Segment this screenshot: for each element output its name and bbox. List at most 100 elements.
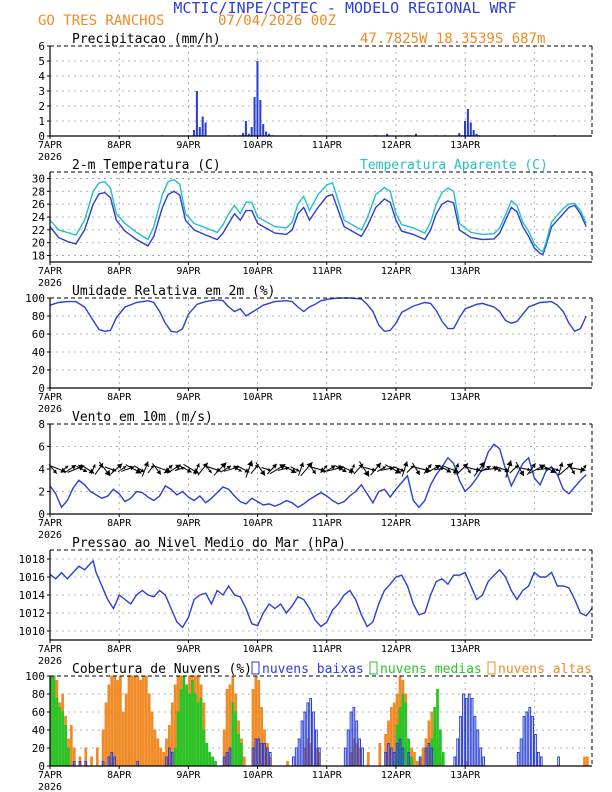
pressure-ytick-label: 1012	[19, 607, 46, 620]
cloud-bar-nuvens-altas	[583, 756, 586, 767]
precip-bar	[204, 122, 207, 136]
cloud-bar-nuvens-baixas	[473, 716, 477, 767]
wind-arrow-head	[299, 462, 305, 468]
wind-arrow-head	[467, 469, 471, 474]
temp-xtick-label: 7APR	[38, 266, 63, 277]
cloud-bar-nuvens-baixas	[537, 752, 540, 767]
precip-xtick-label: 13APR	[450, 140, 481, 151]
precip-ytick-label: 5	[38, 55, 45, 68]
precip-bar	[253, 97, 256, 136]
pressure-title: Pressao ao Nivel Medio do Mar (hPa)	[72, 536, 346, 551]
rh-year-label: 2026	[38, 404, 62, 415]
cloud-bar-nuvens-medias	[188, 693, 191, 767]
wind-xtick-label: 11APR	[312, 518, 343, 529]
temp-year-label: 2026	[38, 278, 62, 289]
precip-xtick-label: 12APR	[381, 140, 412, 151]
cloud-bar-nuvens-altas	[136, 675, 140, 767]
temp-xtick-label: 11APR	[312, 266, 343, 277]
wind-arrow-head	[486, 465, 491, 470]
cloud-bar-nuvens-altas	[130, 675, 134, 767]
cloud-bar-nuvens-baixas	[482, 756, 485, 767]
wind-arrow-head	[290, 468, 297, 473]
rh-xtick-label: 13APR	[450, 392, 481, 403]
cloud-bar-nuvens-medias	[179, 689, 183, 767]
cloud-bar-nuvens-baixas	[557, 756, 560, 767]
cloud-bar-nuvens-medias	[58, 707, 62, 767]
wind-arrow-head	[348, 467, 355, 473]
wind-arrow-head	[220, 462, 227, 469]
temp-xtick-label: 13APR	[450, 266, 481, 277]
clouds-xtick-label: 7APR	[38, 770, 63, 781]
clouds-xtick-label: 12APR	[381, 770, 412, 781]
pressure-ytick-label: 1018	[19, 553, 46, 566]
precip-year-label: 2026	[38, 152, 62, 163]
pressure-xtick-label: 9APR	[176, 644, 201, 655]
clouds-ytick-label: 0	[38, 760, 45, 773]
pressure-panel: 1010 1012 1014 1016 1018 7APR 8APR 9APR 10APR 11A…	[19, 536, 593, 667]
precip-xtick-label: 10APR	[243, 140, 274, 151]
cloud-bar-nuvens-baixas	[539, 756, 543, 767]
cloud-bar-nuvens-altas	[413, 752, 416, 767]
cloud-bar-nuvens-baixas	[456, 738, 460, 767]
cloud-bar-nuvens-medias	[191, 680, 194, 767]
cloud-bar-nuvens-baixas	[361, 747, 364, 767]
clouds-xtick-label: 11APR	[312, 770, 343, 781]
wind-arrow-head	[558, 462, 564, 468]
temp-xtick-label: 10APR	[243, 266, 274, 277]
precip-bar	[250, 127, 253, 136]
cloud-bar-nuvens-medias	[182, 675, 186, 767]
wind-xtick-label: 8APR	[107, 518, 132, 529]
cloud-bar-nuvens-baixas	[343, 747, 347, 767]
cloud-bar-nuvens-altas	[127, 675, 131, 767]
clouds-ytick-label: 100	[25, 670, 45, 683]
cloud-bar-nuvens-medias	[61, 711, 65, 767]
wind-ytick-label: 2	[38, 486, 45, 499]
cloud-bar-nuvens-altas	[107, 684, 111, 767]
wind-arrow-head	[52, 469, 57, 474]
precip-title: Precipitacao (mm/h)	[72, 32, 221, 47]
rh-xtick-label: 7APR	[38, 392, 63, 403]
cloud-bar-nuvens-altas	[101, 729, 105, 767]
precip-bar	[386, 133, 389, 136]
cloud-bar-nuvens-baixas	[528, 707, 532, 767]
temp-ytick-label: 22	[32, 224, 45, 237]
clouds-xtick-label: 13APR	[450, 770, 481, 781]
cloud-bar-nuvens-altas	[150, 711, 154, 767]
wind-arrow-head	[122, 466, 127, 470]
wind-title: Vento em 10m (m/s)	[72, 410, 213, 425]
cloud-bar-nuvens-medias	[64, 725, 67, 767]
cloud-bar-nuvens-baixas	[525, 711, 529, 767]
cloud-bar-nuvens-medias	[237, 734, 240, 767]
wind-arrow-head	[479, 461, 485, 469]
wind-arrow-head	[497, 468, 502, 472]
cloud-bar-nuvens-medias	[240, 743, 243, 767]
cloud-bar-nuvens-altas	[113, 675, 116, 767]
precip-xtick-label: 8APR	[107, 140, 132, 151]
clouds-ytick-label: 60	[32, 706, 45, 719]
temp-title: 2-m Temperatura (C)	[72, 158, 221, 173]
rh-title: Umidade Relativa em 2m (%)	[72, 284, 276, 299]
precip-bar	[469, 122, 472, 136]
wind-xtick-label: 10APR	[243, 518, 274, 529]
cloud-bar-nuvens-altas	[142, 675, 145, 767]
cloud-bar-nuvens-altas	[139, 680, 142, 767]
temp-ytick-label: 24	[32, 211, 46, 224]
precip-bar	[466, 109, 469, 136]
location-label: GO TRES RANCHOS	[38, 13, 164, 29]
precip-bar	[267, 133, 271, 136]
cloud-bar-nuvens-baixas	[464, 698, 468, 767]
cloud-bar-nuvens-altas	[104, 702, 108, 767]
pressure-xtick-label: 8APR	[107, 644, 132, 655]
wind-arrow-head	[98, 463, 104, 469]
precip-bar	[244, 121, 247, 136]
cloud-legend-swatch	[369, 661, 378, 675]
cloud-bar-nuvens-medias	[193, 693, 197, 767]
wind-arrow-head	[150, 464, 154, 469]
wind-arrow-head	[143, 461, 149, 468]
wind-arrow-head	[82, 468, 88, 472]
precip-ytick-label: 0	[38, 130, 45, 143]
cloud-bar-nuvens-baixas	[467, 693, 471, 767]
cloud-bar-nuvens-medias	[439, 729, 442, 767]
pressure-year-label: 2026	[38, 656, 62, 667]
precip-bar	[192, 130, 196, 136]
